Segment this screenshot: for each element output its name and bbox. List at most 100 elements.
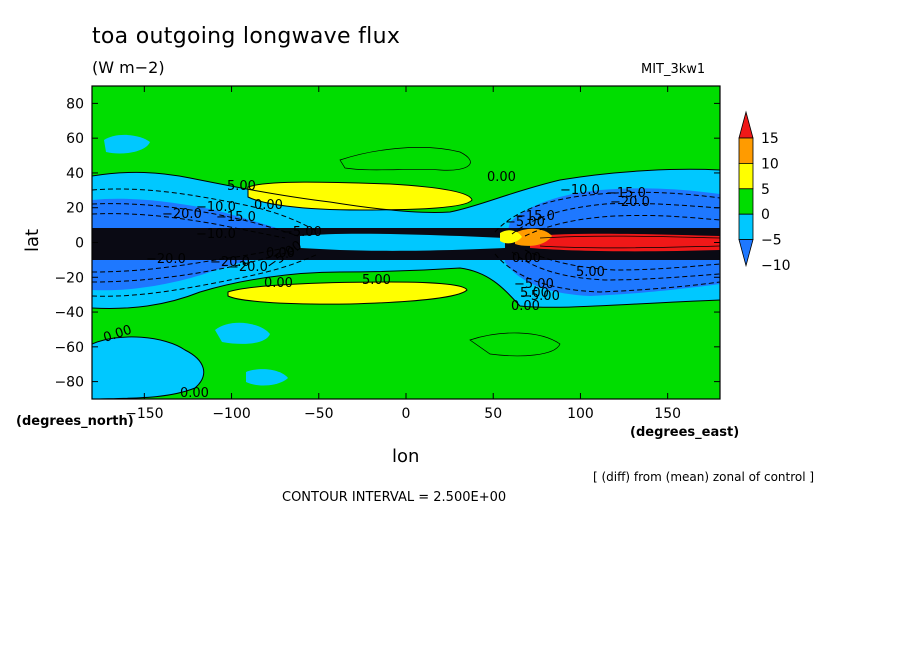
colorbar: 15 10 5 0 −5 −10 [738,110,791,274]
contour-line-n-neg5 [92,188,319,233]
x-axis-label: lon [392,446,420,467]
axis-tick-group: −150 −100 −50 0 50 100 150 80 60 40 20 0 −20 −40 −60 −8… [54,86,720,422]
contour-line-s-thin [469,332,561,357]
contour-line-s-neg10 [92,249,299,283]
difference-note: [ (diff) from (mean) zonal of control ] [593,470,815,484]
y-tick-label-2: 40 [66,166,84,182]
x-tick-label-2: −50 [304,406,334,422]
x-tick-label-1: −100 [212,406,250,422]
contour-label-28: 0.00 [511,299,540,314]
contour-line-red-1 [539,235,720,239]
field-equatorial-gap [300,233,505,251]
y-tick-label-4: 0 [75,236,84,252]
contour-label-21: −15.0 [606,186,646,201]
contour-label-16: −20.0 [210,255,250,270]
contour-label-22: −20.0 [610,195,650,210]
y-tick-label-3: 20 [66,201,84,217]
contour-line-s-neg5 [92,253,319,297]
field-yellow-south [228,282,467,305]
contour-interval: CONTOUR INTERVAL = 2.500E+00 [282,490,507,505]
x-tick-label-4: 50 [484,406,502,422]
contour-line-ne-neg20 [524,214,720,237]
contour-lines-positive [539,235,720,249]
contour-line-s0 [92,267,720,309]
contour-label-17: −20.0 [228,260,268,275]
contour-line-se-neg10 [511,251,720,281]
contour-label-18: 0.00 [512,251,541,266]
contour-line-red-2 [539,245,720,249]
contour-label-23: −15.0 [515,209,555,224]
field-cyan-s2 [246,369,288,386]
y-tick-label-1: 60 [66,131,84,147]
contour-label-7: −10.0 [196,227,236,242]
y-tick-label-8: −80 [54,375,84,391]
contour-label-3: 0.00 [254,198,283,213]
contour-line-se-neg5 [494,253,720,293]
y-units-label: (degrees_north) [16,414,134,429]
field-yellow-tongue [500,230,522,244]
contour-label-27: −5.00 [520,289,560,304]
colorbar-label-3: 0 [761,207,770,223]
contour-line-sw [92,336,205,399]
contour-label-8: −20.0 [146,252,186,267]
contour-label-24: −5.00 [514,277,554,292]
contour-label-20: −10.0 [560,183,600,198]
colorbar-box-3 [738,188,754,215]
contour-line-n5 [247,181,473,211]
colorbar-cap-bottom [738,239,754,268]
colorbar-box-2 [738,162,754,190]
y-tick-label-6: −40 [54,305,84,321]
contour-line-n-neg10 [92,203,299,237]
contour-label-15: 0.00 [180,386,209,401]
field-cyan-sw [92,336,204,399]
colorbar-label-1: 10 [761,156,779,172]
contour-label-4: −20.0 [162,207,202,222]
contour-label-12: 5.00 [362,273,391,288]
field-cyan-nw [104,134,150,154]
field-cyan-sw2 [215,322,270,344]
contour-label-5: −10.0 [196,200,236,215]
colorbar-label-0: 15 [761,131,779,147]
y-tick-label-5: −20 [54,270,84,286]
colorbar-cap-top [738,110,754,139]
contour-label-group: 0.00 5.00 0.00 −20.0 −10.0 −15.0 −10.0 −… [102,170,650,401]
contour-line-ne-neg5 [494,191,720,233]
contour-label-9: −5.00 [282,225,322,240]
model-label: MIT_3kw1 [641,62,706,77]
contour-label-1: 0.00 [487,170,516,185]
colorbar-label-4: −5 [761,233,782,249]
colorbar-box-4 [738,213,754,240]
contour-line-n-neg15 [92,213,286,239]
contour-line-s-neg15 [92,247,286,273]
colorbar-box-1 [738,137,754,164]
contour-field [92,86,720,399]
contour-line-n-thin [339,147,471,171]
y-tick-label-7: −60 [54,340,84,356]
field-orange-tongue [515,228,552,246]
contour-label-10: 0.00 [266,246,295,261]
contour-label-25: 5.00 [520,286,549,301]
contour-lines [92,147,720,399]
contour-line-s5 [227,281,468,305]
contour-line-se-neg20 [524,249,720,271]
y-tick-label-0: 80 [66,96,84,112]
field-yellow-north [248,182,472,210]
colorbar-label-2: 5 [761,182,770,198]
x-units-label: (degrees_east) [630,425,740,440]
contour-lines-dashed [92,188,720,297]
contour-line-n0 [92,168,720,214]
contour-label-19: −5.00 [505,215,545,230]
x-tick-label-0: −150 [125,406,163,422]
contour-label-6: −15.0 [216,210,256,225]
colorbar-label-5: −10 [761,258,791,274]
contour-label-2: 5.00 [227,179,256,194]
x-tick-label-6: 150 [654,406,681,422]
x-tick-label-5: 100 [567,406,594,422]
contour-label-26: 5.00 [576,265,605,280]
chart-units: (W m−2) [92,58,165,77]
chart-title: toa outgoing longwave flux [92,24,401,49]
x-tick-label-3: 0 [402,406,411,422]
contour-line-ne-neg10 [511,202,720,235]
contour-label-11: 0.00 [264,276,293,291]
